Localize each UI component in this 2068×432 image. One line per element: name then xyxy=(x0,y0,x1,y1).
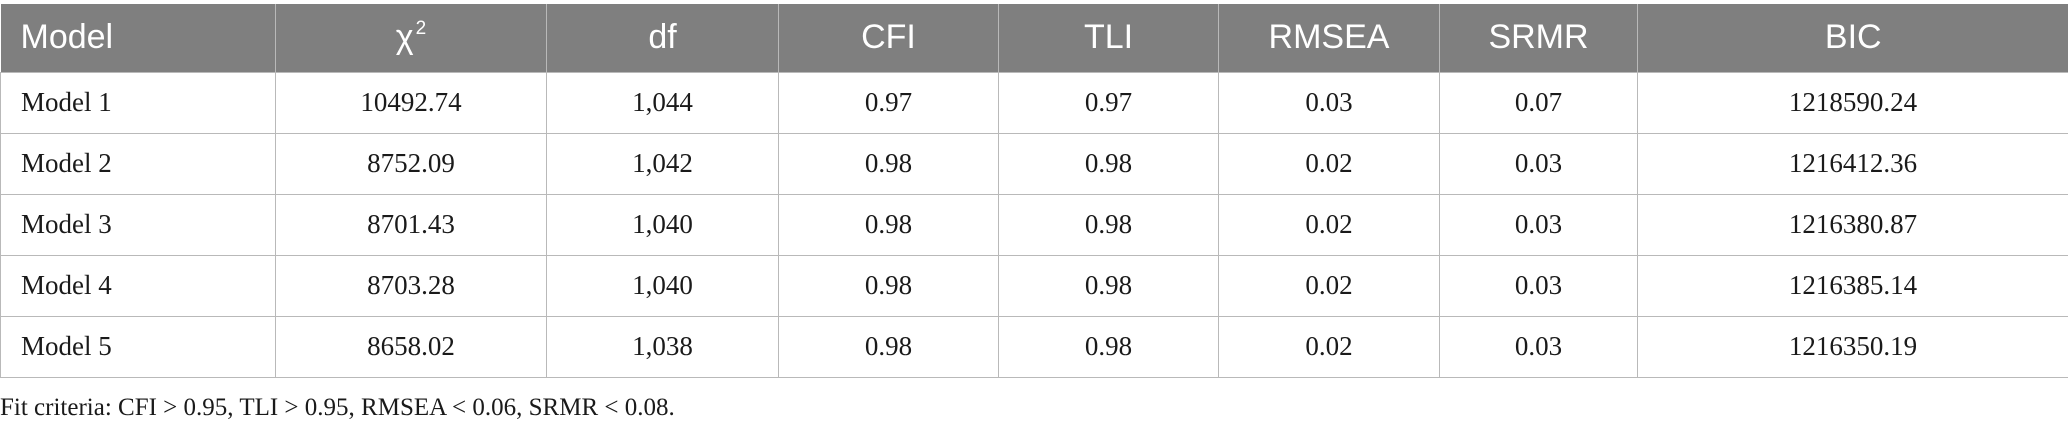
cell-tli: 0.98 xyxy=(998,132,1219,195)
table-row: Model 4 8703.28 1,040 0.98 0.98 0.02 0.0… xyxy=(0,254,2068,317)
table-row: Model 5 8658.02 1,038 0.98 0.98 0.02 0.0… xyxy=(0,315,2068,378)
cell-chi-square: 8701.43 xyxy=(275,193,547,256)
cell-bic: 1216385.14 xyxy=(1637,254,2068,317)
cell-rmsea: 0.02 xyxy=(1218,132,1440,195)
cell-cfi: 0.98 xyxy=(778,132,999,195)
table-row: Model 3 8701.43 1,040 0.98 0.98 0.02 0.0… xyxy=(0,193,2068,256)
cell-rmsea: 0.03 xyxy=(1218,71,1440,134)
cell-bic: 1216380.87 xyxy=(1637,193,2068,256)
table-row: Model 1 10492.74 1,044 0.97 0.97 0.03 0.… xyxy=(0,71,2068,134)
cell-chi-square: 8752.09 xyxy=(275,132,547,195)
cell-rmsea: 0.02 xyxy=(1218,254,1440,317)
header-bic: BIC xyxy=(1637,4,2068,72)
header-tli: TLI xyxy=(998,4,1219,72)
cell-tli: 0.98 xyxy=(998,193,1219,256)
header-chi-label: χ xyxy=(395,18,414,57)
cell-rmsea: 0.02 xyxy=(1218,315,1440,378)
cell-tli: 0.97 xyxy=(998,71,1219,134)
cell-chi-square: 8703.28 xyxy=(275,254,547,317)
cell-tli: 0.98 xyxy=(998,254,1219,317)
cell-model: Model 3 xyxy=(0,193,276,256)
cell-srmr: 0.03 xyxy=(1439,193,1638,256)
cell-df: 1,040 xyxy=(546,193,779,256)
cell-cfi: 0.97 xyxy=(778,71,999,134)
table-footnote: Fit criteria: CFI > 0.95, TLI > 0.95, RM… xyxy=(0,394,675,421)
header-chi-superscript: 2 xyxy=(415,18,427,40)
header-df: df xyxy=(546,4,779,72)
header-model: Model xyxy=(20,18,114,57)
table-row: Model 2 8752.09 1,042 0.98 0.98 0.02 0.0… xyxy=(0,132,2068,195)
cell-bic: 1216412.36 xyxy=(1637,132,2068,195)
cell-srmr: 0.03 xyxy=(1439,254,1638,317)
cell-srmr: 0.03 xyxy=(1439,132,1638,195)
cell-cfi: 0.98 xyxy=(778,315,999,378)
cell-bic: 1218590.24 xyxy=(1637,71,2068,134)
header-rmsea: RMSEA xyxy=(1218,4,1440,72)
cell-model: Model 4 xyxy=(0,254,276,317)
header-srmr: SRMR xyxy=(1439,4,1638,72)
cell-df: 1,044 xyxy=(546,71,779,134)
cell-cfi: 0.98 xyxy=(778,254,999,317)
cell-model: Model 2 xyxy=(0,132,276,195)
header-cfi: CFI xyxy=(778,4,999,72)
cell-rmsea: 0.02 xyxy=(1218,193,1440,256)
cell-df: 1,038 xyxy=(546,315,779,378)
cell-df: 1,042 xyxy=(546,132,779,195)
cell-srmr: 0.07 xyxy=(1439,71,1638,134)
cell-chi-square: 10492.74 xyxy=(275,71,547,134)
cell-df: 1,040 xyxy=(546,254,779,317)
cell-model: Model 5 xyxy=(0,315,276,378)
cell-cfi: 0.98 xyxy=(778,193,999,256)
cell-bic: 1216350.19 xyxy=(1637,315,2068,378)
cell-srmr: 0.03 xyxy=(1439,315,1638,378)
cell-tli: 0.98 xyxy=(998,315,1219,378)
cell-model: Model 1 xyxy=(0,71,276,134)
cell-chi-square: 8658.02 xyxy=(275,315,547,378)
